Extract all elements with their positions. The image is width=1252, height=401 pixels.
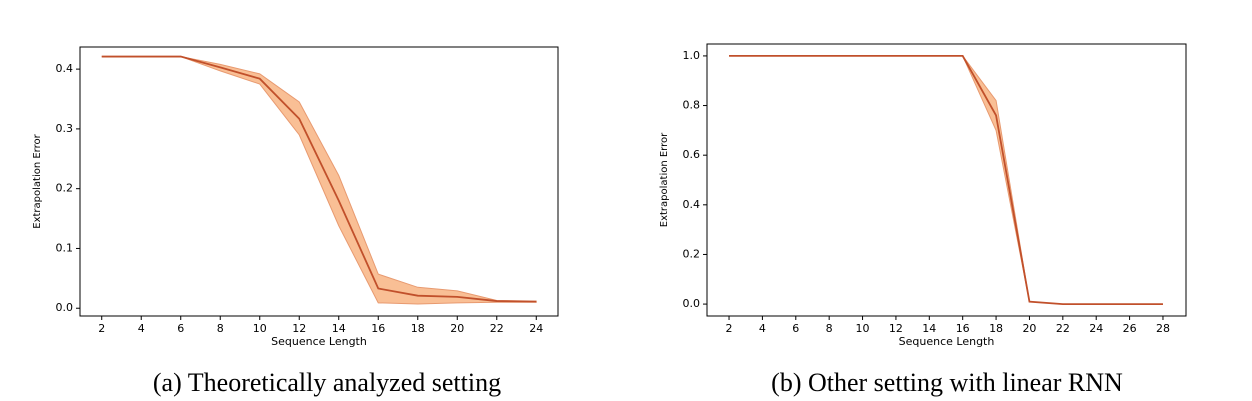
y-tick-label: 0.4 [56,62,74,75]
error-band [729,55,1163,305]
x-tick-label: 22 [490,322,504,335]
x-axis-label: Sequence Length [271,335,367,348]
y-axis-label: Extrapolation Error [659,132,670,227]
x-tick-label: 24 [529,322,543,335]
x-tick-label: 14 [332,322,346,335]
plot-frame [706,43,1187,317]
x-tick-label: 16 [371,322,385,335]
x-tick-label: 2 [98,322,105,335]
x-tick-label: 14 [922,322,936,335]
y-tick-label: 0.2 [683,247,701,260]
x-tick-label: 12 [292,322,306,335]
x-tick-label: 28 [1156,322,1170,335]
caption: (a) Theoretically analyzed setting [153,368,501,397]
caption: (b) Other setting with linear RNN [771,368,1123,397]
plot-frame [79,46,559,317]
y-axis-label: Extrapolation Error [32,133,43,228]
y-tick-label: 1.0 [683,49,701,62]
x-tick-label: 26 [1123,322,1137,335]
x-tick-label: 18 [411,322,425,335]
x-tick-label: 20 [450,322,464,335]
y-tick-label: 0.2 [56,182,74,195]
x-tick-label: 8 [826,322,833,335]
x-tick-label: 2 [726,322,733,335]
x-axis-label: Sequence Length [899,335,995,348]
x-tick-label: 10 [856,322,870,335]
y-tick-label: 0.8 [683,99,701,112]
y-tick-label: 0.0 [56,301,74,314]
x-tick-label: 12 [889,322,903,335]
error-band [101,56,537,305]
x-tick-label: 10 [253,322,267,335]
x-tick-label: 24 [1089,322,1103,335]
line [101,55,537,303]
x-tick-label: 4 [759,322,766,335]
y-tick-label: 0.3 [56,122,74,135]
y-tick-label: 0.4 [683,198,701,211]
x-tick-label: 22 [1056,322,1070,335]
y-tick-label: 0.0 [683,297,701,310]
y-tick-label: 0.6 [683,148,701,161]
x-tick-label: 16 [956,322,970,335]
x-tick-label: 6 [792,322,799,335]
x-tick-label: 4 [138,322,145,335]
x-tick-label: 20 [1022,322,1036,335]
y-tick-label: 0.1 [56,241,74,254]
x-tick-label: 8 [217,322,224,335]
line [729,55,1163,305]
x-tick-label: 6 [177,322,184,335]
x-tick-label: 18 [989,322,1003,335]
